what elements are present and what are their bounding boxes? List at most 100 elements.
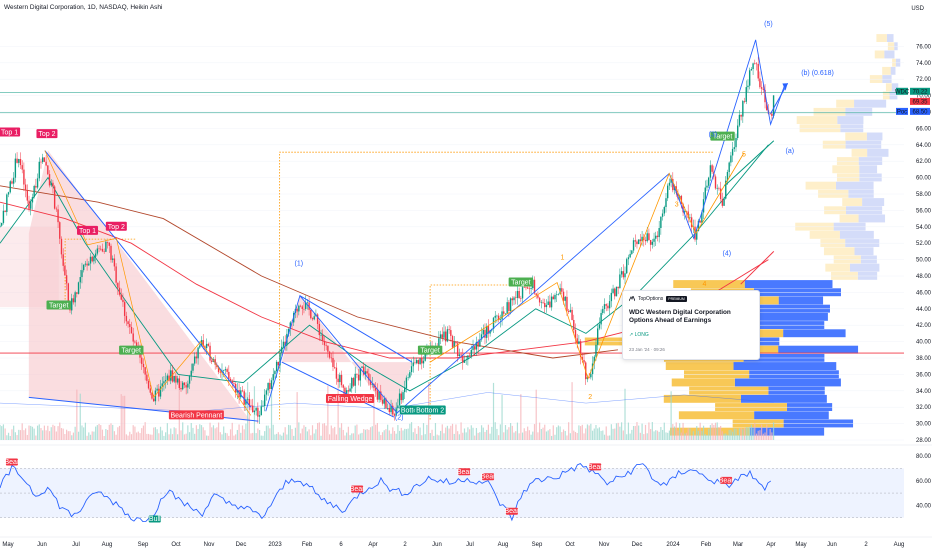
fib-box-old bbox=[64, 238, 136, 306]
volume-bar bbox=[509, 423, 512, 440]
volume-profile-bar bbox=[858, 214, 886, 223]
candle-body bbox=[772, 95, 775, 116]
volume-bar bbox=[564, 430, 566, 440]
candle-body bbox=[513, 297, 515, 301]
candle-body bbox=[769, 113, 771, 115]
volume-bar bbox=[74, 426, 76, 440]
volume-bar bbox=[414, 428, 416, 440]
candle-body bbox=[96, 248, 99, 254]
volume-bar bbox=[352, 433, 355, 440]
volume-bar bbox=[42, 430, 44, 440]
candle-body bbox=[578, 341, 580, 345]
volume-bar bbox=[458, 434, 460, 440]
candle-body bbox=[175, 375, 177, 383]
volume-profile-bar bbox=[778, 296, 824, 305]
candle-body bbox=[487, 326, 490, 334]
volume-profile-bar bbox=[842, 198, 863, 206]
volume-bar bbox=[743, 428, 746, 440]
candle-body bbox=[475, 341, 478, 350]
volume-bar bbox=[540, 429, 542, 440]
volume-bar bbox=[202, 427, 204, 440]
volume-bar bbox=[124, 395, 126, 440]
volume-bar bbox=[310, 435, 312, 440]
candle-body bbox=[284, 341, 286, 346]
volume-bar bbox=[375, 424, 377, 440]
volume-bar bbox=[479, 432, 481, 440]
candle-body bbox=[612, 288, 614, 293]
candle-body bbox=[36, 178, 39, 188]
volume-bar bbox=[455, 424, 457, 440]
volume-bar bbox=[723, 433, 725, 440]
x-tick-label: 2023 bbox=[268, 542, 282, 548]
y-tick-label: 36.00 bbox=[916, 372, 932, 378]
volume-profile-bar bbox=[740, 394, 827, 403]
volume-bar bbox=[692, 431, 694, 440]
candle-body bbox=[537, 295, 539, 298]
volume-bar bbox=[364, 429, 367, 440]
candle-body bbox=[482, 329, 484, 335]
idea-date: 23 Jan '24 · 09:26 bbox=[629, 347, 665, 352]
volume-bar bbox=[351, 433, 353, 440]
candle-body bbox=[192, 363, 194, 371]
candle-body bbox=[11, 181, 13, 184]
volume-bar bbox=[226, 433, 228, 440]
candle-body bbox=[743, 101, 746, 102]
volume-bar bbox=[305, 426, 307, 440]
volume-bar bbox=[368, 429, 370, 440]
volume-bar bbox=[117, 427, 119, 440]
volume-bar bbox=[574, 431, 577, 440]
candle-body bbox=[217, 366, 220, 373]
candle-body bbox=[549, 301, 551, 308]
candle-body bbox=[516, 290, 519, 299]
idea-title[interactable]: WDC Western Digital Corporation Options … bbox=[629, 309, 731, 324]
candle-body bbox=[441, 334, 443, 338]
volume-bar bbox=[738, 428, 741, 440]
candle-body bbox=[711, 165, 713, 172]
candle-body bbox=[619, 274, 621, 289]
candle-body bbox=[595, 344, 597, 357]
volume-bar bbox=[605, 426, 607, 440]
pattern-label: Target bbox=[713, 134, 733, 141]
volume-bar bbox=[332, 428, 334, 440]
candle-body bbox=[204, 346, 206, 349]
volume-bar bbox=[677, 430, 679, 440]
volume-bar bbox=[36, 425, 39, 440]
volume-bar bbox=[426, 424, 428, 440]
idea-card[interactable]: TopOptions PREMIUM WDC Western Digital C… bbox=[622, 290, 760, 360]
y-tick-label: 56.00 bbox=[916, 208, 932, 214]
volume-bar bbox=[141, 428, 143, 440]
volume-bar bbox=[445, 427, 447, 440]
candle-body bbox=[118, 287, 121, 295]
volume-bar bbox=[462, 432, 464, 440]
volume-bar bbox=[550, 435, 553, 440]
volume-bar bbox=[165, 432, 167, 440]
candle-body bbox=[112, 258, 114, 260]
volume-bar bbox=[580, 426, 582, 440]
candle-body bbox=[655, 235, 657, 239]
y-tick-label: 64.00 bbox=[916, 143, 932, 149]
candle-body bbox=[274, 371, 276, 375]
volume-bar bbox=[311, 425, 314, 440]
volume-bar bbox=[658, 431, 660, 440]
candle-body bbox=[311, 318, 314, 320]
volume-bar bbox=[752, 428, 754, 440]
volume-bar bbox=[194, 433, 196, 440]
volume-bar bbox=[113, 431, 116, 440]
volume-bar bbox=[392, 427, 394, 440]
candle-body bbox=[141, 357, 143, 364]
candle-body bbox=[325, 345, 327, 346]
price-tag-box bbox=[910, 87, 930, 95]
volume-bar bbox=[325, 425, 327, 440]
volume-bar bbox=[767, 435, 770, 440]
falling-wedge-upper bbox=[299, 295, 413, 363]
candle-body bbox=[238, 390, 240, 398]
candle-body bbox=[622, 271, 625, 278]
volume-bar bbox=[197, 428, 199, 440]
volume-bar bbox=[274, 434, 276, 440]
candle-body bbox=[653, 238, 655, 242]
y-tick-label: 42.00 bbox=[916, 323, 932, 329]
candle-body bbox=[631, 250, 633, 254]
candle-body bbox=[275, 361, 278, 372]
volume-bar bbox=[641, 423, 643, 440]
